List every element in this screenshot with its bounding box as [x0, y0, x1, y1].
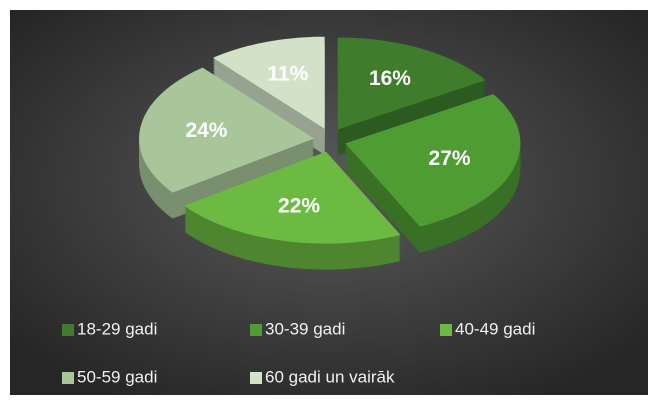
legend-swatch — [250, 324, 262, 336]
legend-swatch — [62, 372, 74, 384]
slice-top — [337, 37, 486, 130]
legend-label: 60 gadi un vairāk — [265, 367, 395, 386]
pie-slice — [184, 151, 401, 270]
data-label: 16% — [369, 67, 411, 90]
legend-swatch — [250, 372, 262, 384]
legend-label: 18-29 gadi — [77, 319, 157, 338]
data-label: 11% — [267, 63, 308, 86]
slice-top — [139, 67, 315, 193]
data-label: 22% — [278, 194, 320, 217]
data-label: 24% — [185, 119, 227, 142]
legend-label: 50-59 gadi — [77, 367, 157, 386]
data-label: 27% — [429, 147, 471, 170]
slice-top — [213, 36, 325, 129]
pie-slice — [139, 67, 315, 219]
slice-top — [345, 94, 521, 227]
pie-slice — [213, 36, 325, 155]
legend-swatch — [440, 324, 452, 336]
legend-swatch — [62, 324, 74, 336]
legend-label: 40-49 gadi — [455, 319, 535, 338]
slice-top — [184, 151, 401, 244]
legend-label: 30-39 gadi — [265, 319, 345, 338]
pie-slice — [345, 94, 521, 253]
pie-slice — [337, 37, 486, 156]
